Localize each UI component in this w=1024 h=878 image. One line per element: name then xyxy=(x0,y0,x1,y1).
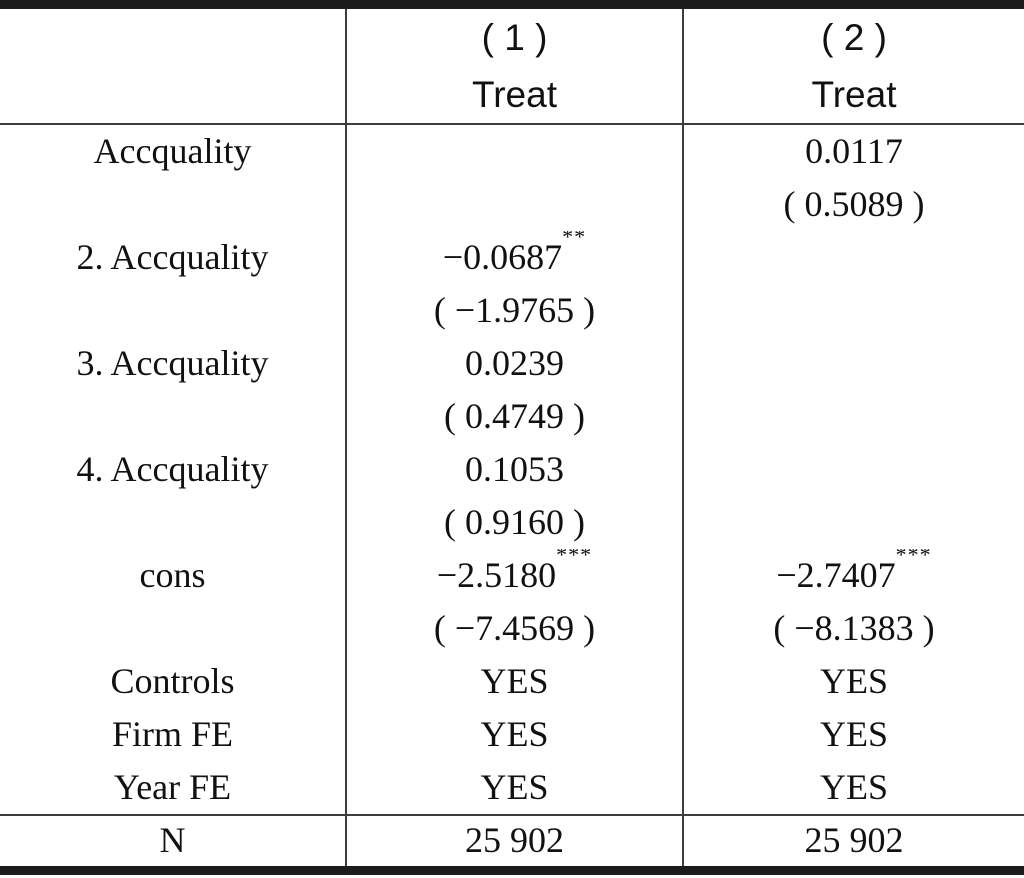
table-row-controls: Controls YES YES xyxy=(0,655,1024,708)
t-stat xyxy=(684,496,1024,549)
t-stat: ( −1.9765 ) xyxy=(433,290,596,330)
row-label: 4. Accquality xyxy=(76,449,269,489)
coef-value: 0.0117 xyxy=(805,131,903,171)
model-1-number: ( 1 ) xyxy=(481,17,548,58)
coef-value xyxy=(684,231,1024,284)
significance-stars: *** xyxy=(895,549,932,567)
row-label: 3. Accquality xyxy=(76,343,269,383)
t-stat: ( −7.4569 ) xyxy=(433,608,596,648)
year-fe-m2: YES xyxy=(682,761,1024,814)
row-label: Controls xyxy=(110,661,235,701)
header-model-2: ( 2 ) Treat xyxy=(682,9,1024,123)
table-header-row: ( 1 ) Treat ( 2 ) Treat xyxy=(0,9,1024,125)
header-model-1: ( 1 ) Treat xyxy=(345,9,682,123)
n-m1: 25 902 xyxy=(345,816,682,866)
t-stat: ( 0.9160 ) xyxy=(444,502,585,542)
firm-fe-m2: YES xyxy=(682,708,1024,761)
coef-value: −0.0687** xyxy=(347,231,682,284)
model-2-number: ( 2 ) xyxy=(821,17,887,58)
year-fe-m1: YES xyxy=(345,761,682,814)
controls-m1: YES xyxy=(345,655,682,708)
coef-value: −2.5180*** xyxy=(347,549,682,602)
row-label: N xyxy=(159,820,186,860)
significance-stars: ** xyxy=(562,231,587,249)
firm-fe-m1: YES xyxy=(345,708,682,761)
row-label: cons xyxy=(139,555,206,595)
coef-value xyxy=(684,443,1024,496)
controls-m2: YES xyxy=(682,655,1024,708)
coef-value: −2.7407*** xyxy=(684,549,1024,602)
t-stat xyxy=(347,178,682,231)
t-stat xyxy=(684,284,1024,337)
t-stat xyxy=(684,390,1024,443)
row-label: Accquality xyxy=(93,131,252,171)
row-label: Firm FE xyxy=(111,714,234,754)
table-row-year-fe: Year FE YES YES xyxy=(0,761,1024,814)
significance-stars: *** xyxy=(556,549,593,567)
table-row: 3. Accquality 0.0239 ( 0.4749 ) xyxy=(0,337,1024,443)
coef-value xyxy=(347,125,682,178)
t-stat: ( 0.5089 ) xyxy=(783,184,925,224)
header-empty xyxy=(0,9,345,66)
coef-value: 0.1053 xyxy=(465,449,564,489)
t-stat: ( 0.4749 ) xyxy=(444,396,585,436)
table-row: 2. Accquality −0.0687** ( −1.9765 ) xyxy=(0,231,1024,337)
table-row-firm-fe: Firm FE YES YES xyxy=(0,708,1024,761)
t-stat: ( −8.1383 ) xyxy=(773,608,935,648)
coef-value xyxy=(684,337,1024,390)
model-1-dep-var: Treat xyxy=(472,74,557,115)
table-row: Accquality 0.0117 ( 0.5089 ) xyxy=(0,125,1024,231)
table-row-observations: N 25 902 25 902 xyxy=(0,814,1024,866)
table-row: cons −2.5180*** ( −7.4569 ) −2.7407*** (… xyxy=(0,549,1024,655)
n-m2: 25 902 xyxy=(682,816,1024,866)
header-label-cell xyxy=(0,9,345,123)
row-label: 2. Accquality xyxy=(76,237,269,277)
table-row: 4. Accquality 0.1053 ( 0.9160 ) xyxy=(0,443,1024,549)
row-label: Year FE xyxy=(113,767,232,807)
coef-value: 0.0239 xyxy=(465,343,564,383)
model-2-dep-var: Treat xyxy=(811,74,897,115)
